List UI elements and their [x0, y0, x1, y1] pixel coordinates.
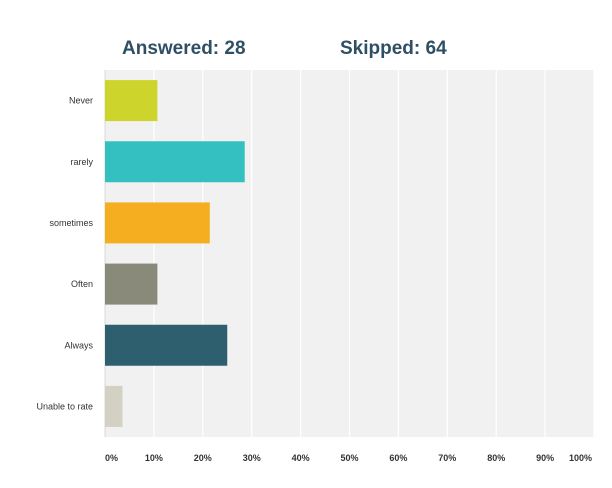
x-tick-label-100: 100% — [569, 453, 592, 463]
category-label-never: Never — [69, 96, 93, 106]
skipped-stat: Skipped: 64 — [340, 38, 447, 60]
x-tick-label-20: 20% — [194, 453, 212, 463]
category-label-unable-to-rate: Unable to rate — [36, 401, 93, 411]
category-label-always: Always — [64, 340, 93, 350]
x-tick-label-80: 80% — [487, 453, 505, 463]
bar-often — [105, 263, 158, 305]
skipped-count: 64 — [425, 38, 447, 59]
bar-sometimes — [105, 202, 210, 244]
x-tick-label-0: 0% — [105, 453, 118, 463]
answered-label: Answered: — [122, 38, 220, 59]
x-tick-label-30: 30% — [243, 453, 261, 463]
x-tick-label-60: 60% — [389, 453, 407, 463]
skipped-label: Skipped: — [340, 38, 421, 59]
bar-rarely — [105, 141, 245, 183]
x-tick-label-90: 90% — [536, 453, 554, 463]
x-tick-label-70: 70% — [438, 453, 456, 463]
bar-always — [105, 324, 228, 366]
x-tick-label-50: 50% — [340, 453, 358, 463]
category-label-often: Often — [71, 279, 93, 289]
category-label-sometimes: sometimes — [49, 218, 93, 228]
answered-count: 28 — [224, 38, 246, 59]
x-tick-label-10: 10% — [145, 453, 163, 463]
bar-unable-to-rate — [105, 385, 123, 427]
answered-stat: Answered: 28 — [122, 38, 246, 60]
category-label-rarely: rarely — [70, 157, 93, 167]
bar-never — [105, 80, 158, 122]
x-tick-label-40: 40% — [292, 453, 310, 463]
